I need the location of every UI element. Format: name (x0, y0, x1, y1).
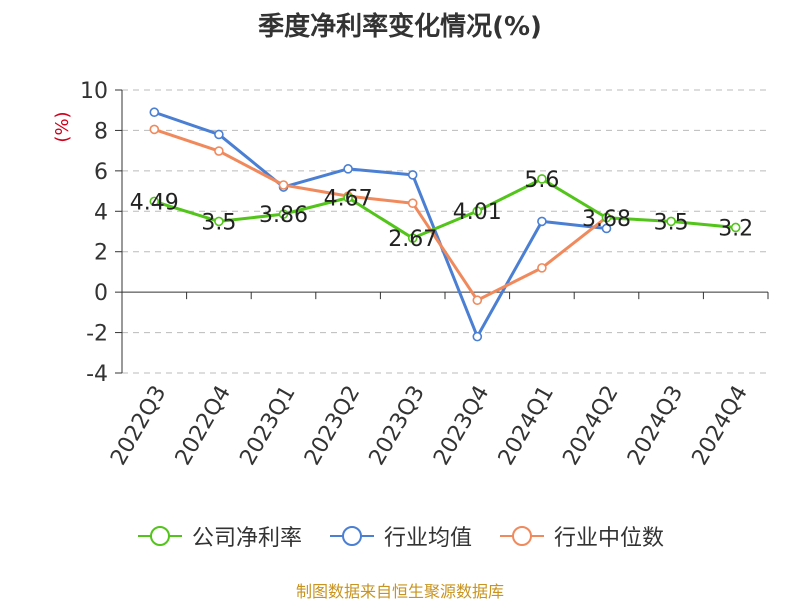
series-line (153, 177, 736, 240)
chart-title: 季度净利率变化情况(%) (258, 12, 542, 42)
y-tick-label: 0 (94, 281, 108, 306)
data-point (407, 170, 418, 180)
x-tick-label: 2022Q4 (171, 382, 236, 470)
data-labels: 4.49 3.5 3.86 4.67 2.67 4.01 5.6 3.68 3.5 3.2 (130, 168, 753, 252)
data-label: 3.2 (718, 216, 753, 241)
data-point (278, 209, 289, 219)
legend-label: 行业中位数 (554, 526, 665, 551)
data-label: 3.5 (654, 210, 689, 235)
y-axis-label: (%) (52, 111, 73, 142)
data-point (278, 180, 289, 190)
legend-label: 公司净利率 (191, 526, 302, 551)
legend-marker (512, 526, 532, 546)
x-tick-label: 2023Q3 (365, 382, 430, 470)
data-label: 3.86 (259, 203, 308, 228)
data-point (601, 223, 612, 234)
y-tick-label: 10 (80, 79, 108, 104)
series-lines (149, 107, 741, 342)
x-tick-label: 2023Q4 (429, 382, 494, 470)
legend-marker (149, 526, 170, 546)
legend: 公司净利率 行业均值 行业中位数 (0, 518, 800, 554)
x-tick-label: 2022Q3 (106, 382, 171, 470)
y-tick-label: -2 (86, 322, 108, 347)
x-tick-label: 2023Q1 (235, 382, 300, 470)
data-label: 4.01 (453, 200, 502, 225)
data-point (472, 206, 483, 216)
data-point (730, 222, 741, 233)
legend-swatch (329, 526, 374, 546)
y-tick-label: 6 (94, 160, 108, 185)
legend-item[interactable]: 公司净利率 (136, 520, 302, 552)
data-point (214, 216, 224, 227)
series-line (153, 127, 608, 302)
data-point (601, 212, 612, 223)
y-tick-label: 4 (94, 200, 108, 225)
legend-item[interactable]: 行业均值 (328, 520, 472, 552)
legend-swatch (500, 526, 544, 546)
x-tick-label: 2024Q1 (494, 382, 559, 470)
data-point (343, 192, 353, 203)
data-point (343, 164, 353, 174)
data-label: 5.6 (524, 168, 559, 193)
data-point (537, 263, 547, 273)
y-tick-label: 8 (94, 119, 108, 144)
y-tick-label: 2 (94, 241, 108, 266)
source-note: 制图数据来自恒生聚源数据库 (295, 582, 504, 601)
data-point (407, 198, 418, 208)
series-line (153, 110, 607, 339)
x-tick-label: 2023Q2 (300, 382, 365, 470)
x-tick-label: 2024Q3 (623, 382, 688, 470)
data-point (149, 196, 160, 207)
data-point (537, 216, 547, 227)
data-label: 3.5 (201, 210, 236, 235)
x-tick-label: 2024Q2 (558, 382, 623, 470)
legend-item[interactable]: 行业中位数 (498, 520, 664, 552)
data-point (472, 331, 483, 342)
x-tick-label: 2024Q4 (688, 382, 753, 470)
data-point (537, 174, 547, 184)
data-point (214, 146, 224, 156)
legend-label: 行业均值 (383, 526, 472, 551)
data-label: 2.67 (388, 227, 437, 252)
data-point (407, 233, 418, 243)
data-label: 3.68 (582, 207, 631, 232)
legend-swatch (137, 526, 182, 546)
data-point (214, 129, 224, 140)
data-point (472, 295, 483, 306)
data-label: 4.49 (130, 190, 179, 215)
y-tick-label: -4 (86, 362, 108, 387)
legend-marker (341, 526, 362, 546)
data-point (149, 107, 160, 118)
data-point (149, 124, 160, 135)
data-point (666, 216, 676, 227)
data-label: 4.67 (324, 187, 373, 212)
